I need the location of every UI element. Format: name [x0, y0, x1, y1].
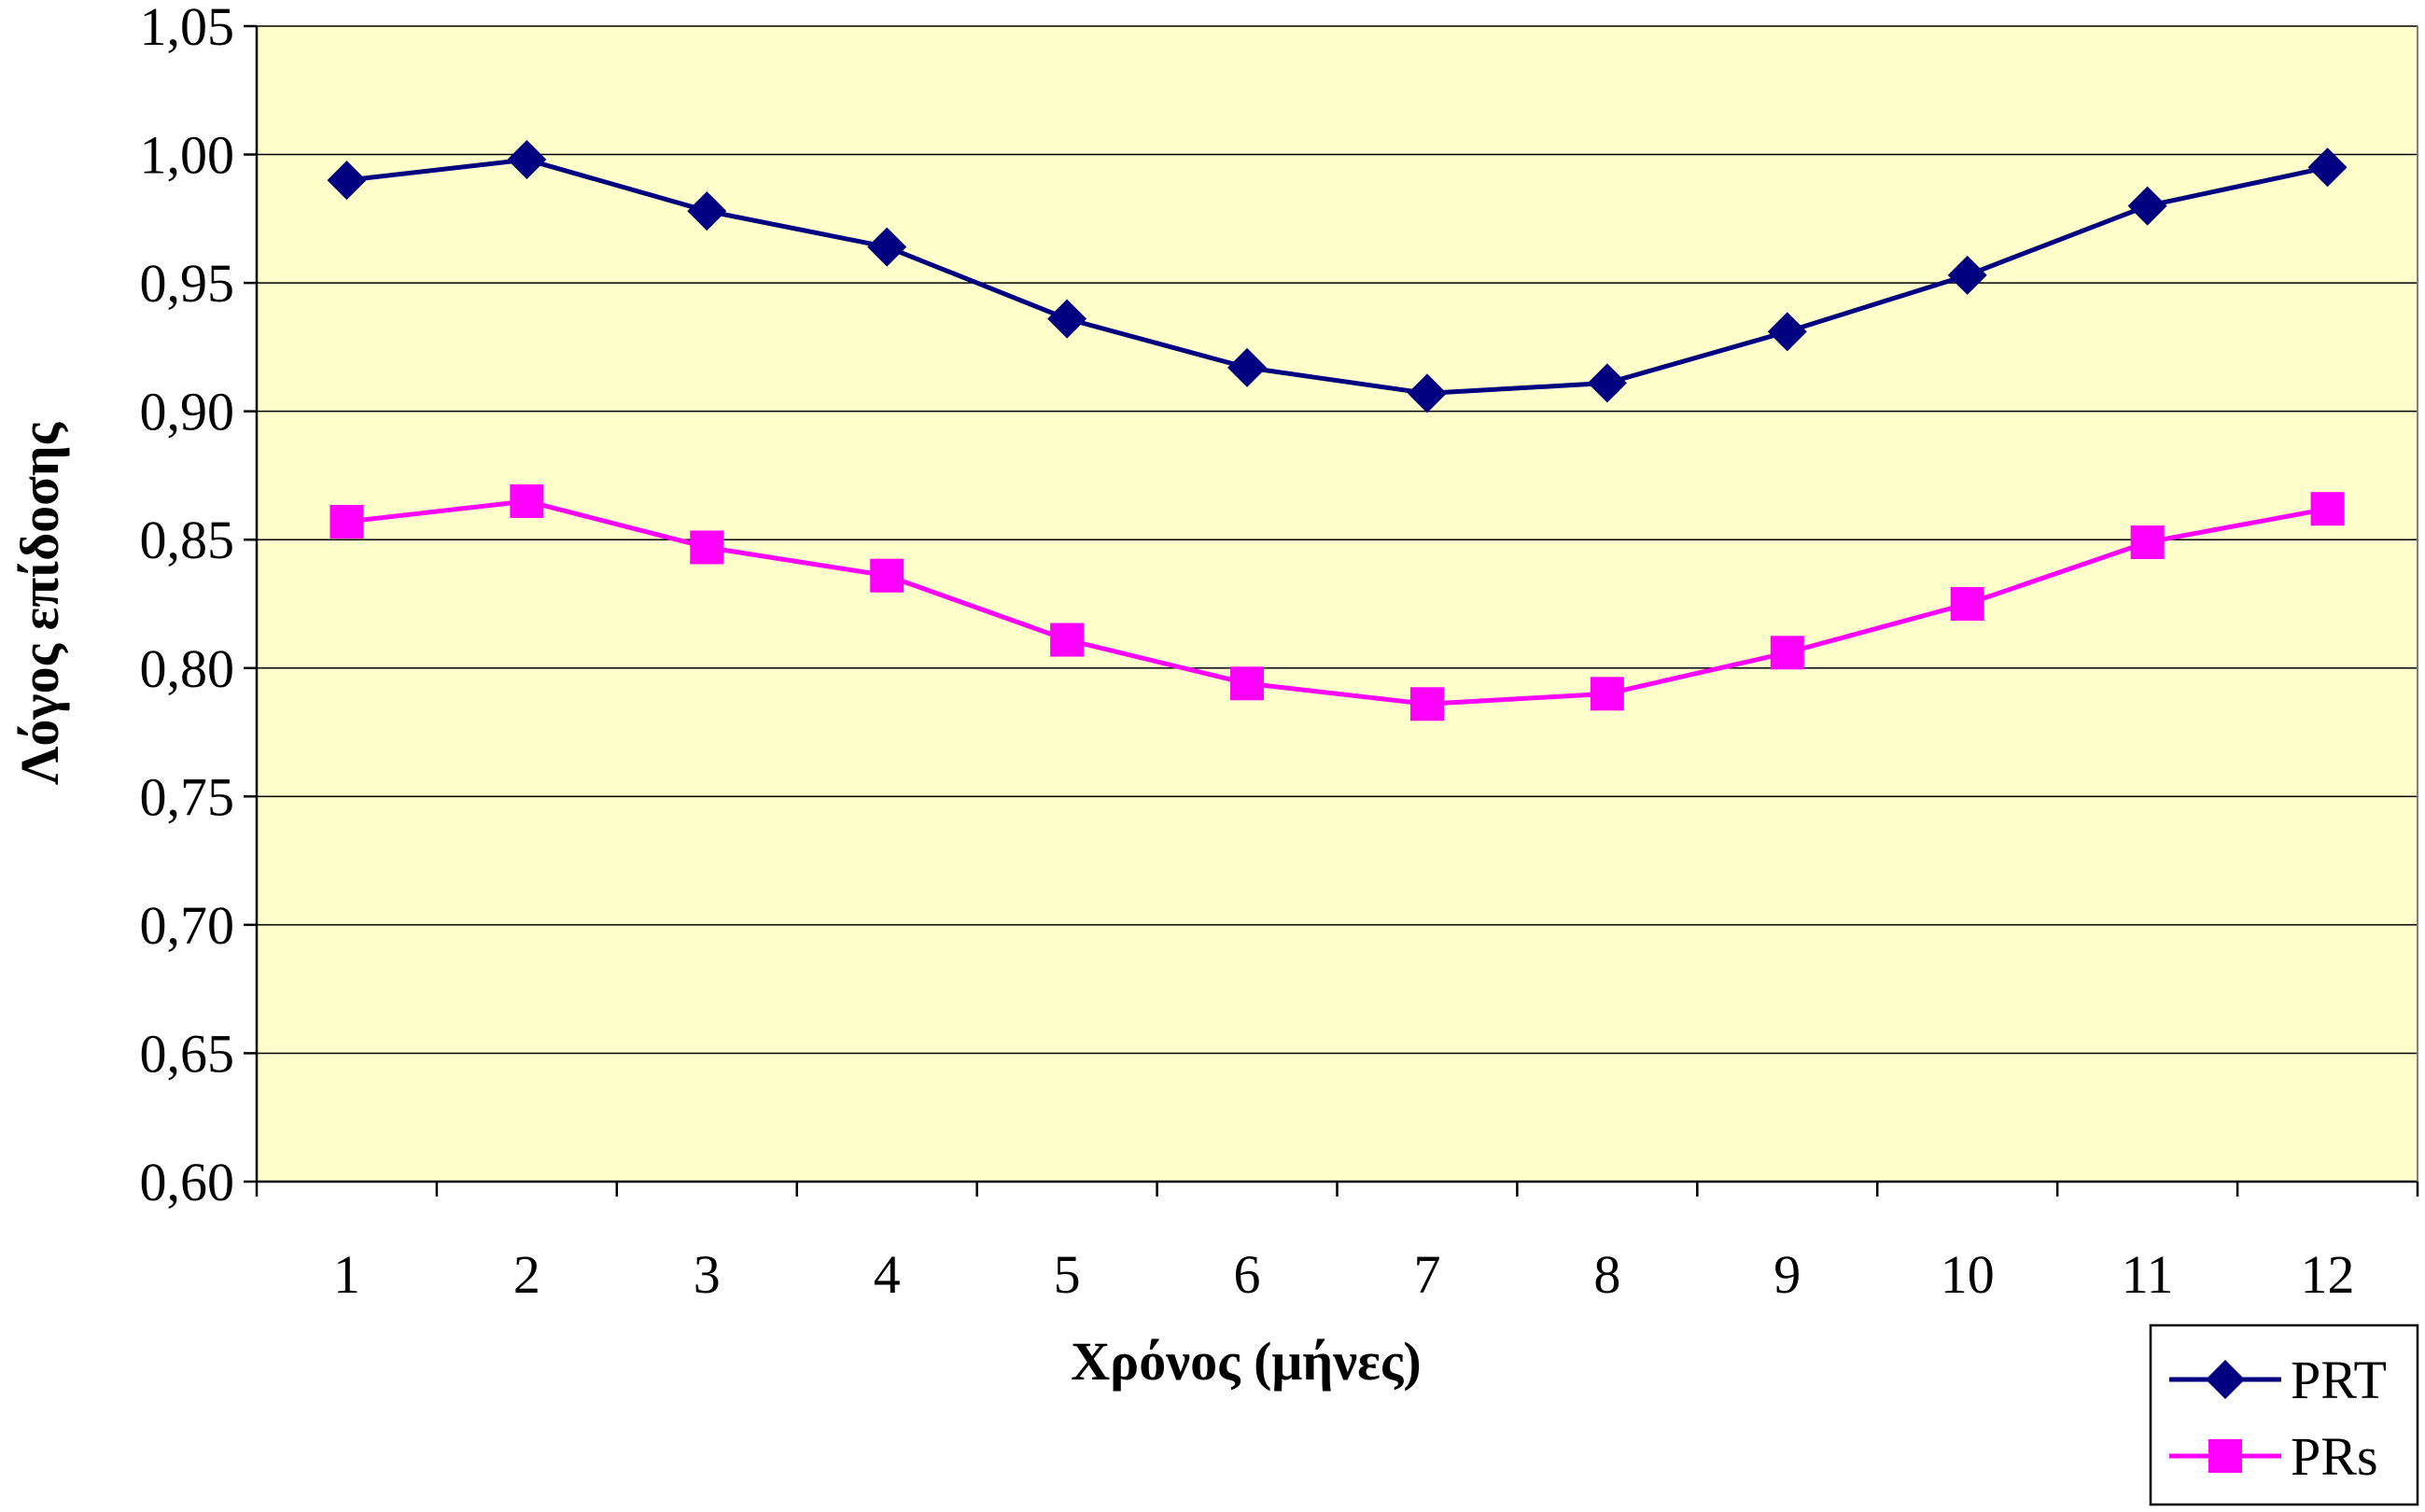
- x-tick-label: 11: [2122, 1244, 2174, 1305]
- data-point-prt: [1587, 363, 1627, 403]
- plot-area: [257, 26, 2418, 1182]
- y-axis-ticks: 0,60 0,65 0,70 0,75 0,80 0,85 0,90 0,95 1,00 1,05: [140, 0, 257, 1212]
- legend-marker-prs: [2208, 1439, 2242, 1473]
- data-point-prt: [1767, 312, 1807, 352]
- x-tick-label: 7: [1413, 1244, 1440, 1305]
- x-tick-label: 2: [513, 1244, 540, 1305]
- legend-label-prt: PRT: [2291, 1350, 2387, 1410]
- x-tick-label: 3: [694, 1244, 721, 1305]
- x-axis-title: Χρόνος (μήνες): [1071, 1331, 1421, 1392]
- data-point-prs: [2130, 525, 2165, 559]
- data-point-prt: [1947, 255, 1987, 295]
- x-axis-ticks: 1 2 3 4 5 6 7 8 9 10 11 12: [255, 1182, 2419, 1305]
- data-point-prs: [2310, 492, 2345, 526]
- data-point-prs: [1590, 677, 1624, 711]
- y-tick-label: 0,65: [140, 1023, 235, 1084]
- data-point-prs: [870, 558, 904, 593]
- x-tick-label: 4: [874, 1244, 901, 1305]
- y-tick-label: 0,70: [140, 895, 235, 956]
- x-tick-label: 6: [1234, 1244, 1261, 1305]
- data-point-prs: [690, 530, 724, 565]
- y-tick-label: 1,00: [140, 125, 235, 186]
- data-point-prt: [1047, 299, 1087, 339]
- y-tick-label: 0,95: [140, 253, 235, 314]
- legend-box: [2149, 1323, 2419, 1506]
- data-point-prt: [687, 191, 727, 231]
- data-point-prt: [507, 140, 547, 180]
- data-point-prt: [867, 227, 907, 267]
- series-line-prt: [346, 157, 2329, 396]
- data-point-prt: [1407, 373, 1447, 413]
- y-tick-label: 0,60: [140, 1152, 235, 1212]
- x-tick-label: 12: [2301, 1244, 2355, 1305]
- y-tick-label: 1,05: [140, 0, 235, 57]
- x-tick-label: 9: [1773, 1244, 1801, 1305]
- y-axis-title: Λόγος επίδοσης: [9, 421, 70, 785]
- data-point-prs: [1770, 636, 1804, 670]
- y-tick-label: 0,75: [140, 766, 235, 827]
- data-point-prt: [2307, 147, 2348, 188]
- data-point-prs: [1230, 666, 1265, 701]
- x-tick-label: 10: [1941, 1244, 1995, 1305]
- data-point-prt: [2127, 186, 2167, 226]
- data-point-prs: [1950, 587, 1984, 621]
- y-tick-label: 0,85: [140, 510, 235, 570]
- x-tick-label: 5: [1054, 1244, 1081, 1305]
- data-point-prs: [510, 483, 544, 518]
- legend-label-prs: PRs: [2291, 1426, 2378, 1487]
- series-prs: [329, 483, 2345, 721]
- data-point-prt: [1227, 347, 1268, 387]
- x-tick-label: 8: [1593, 1244, 1620, 1305]
- series-layer: [327, 140, 2348, 721]
- y-tick-label: 0,80: [140, 638, 235, 699]
- legend: PRT PRs: [2149, 1323, 2419, 1506]
- y-tick-label: 0,90: [140, 382, 235, 442]
- data-point-prs: [329, 504, 364, 539]
- x-tick-label: 1: [333, 1244, 360, 1305]
- legend-marker-prt: [2206, 1360, 2245, 1399]
- series-line-prs: [346, 498, 2328, 707]
- grid-lines: [257, 25, 2418, 1055]
- series-prt: [327, 140, 2348, 413]
- data-point-prt: [327, 161, 367, 201]
- data-point-prs: [1050, 623, 1085, 657]
- data-point-prs: [1409, 687, 1444, 721]
